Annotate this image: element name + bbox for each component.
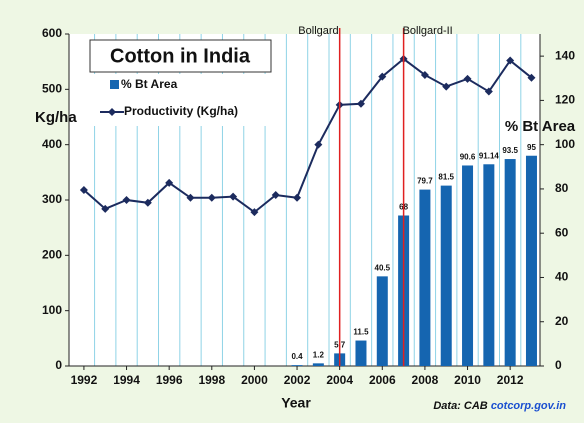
x-tick-label: 2012 [497,373,524,387]
marker [101,204,110,213]
marker [165,178,174,187]
data-label: 90.6 [460,153,476,162]
data-label: 93.5 [502,146,518,155]
bar [419,189,431,366]
x-tick-label: 2010 [454,373,481,387]
y-tick-label: 400 [42,137,62,151]
y-tick-label: 600 [42,26,62,40]
y2-axis-label: % Bt Area [505,118,576,135]
x-tick-label: 2000 [241,373,268,387]
marker [463,74,472,83]
x-tick-label: 2008 [412,373,439,387]
marker [378,72,387,81]
marker [356,99,365,108]
data-label: 0.4 [291,352,303,361]
x-tick-label: 1994 [113,373,140,387]
marker [442,82,451,91]
x-tick-label: 1998 [198,373,225,387]
x-tick-label: 2004 [326,373,353,387]
marker [122,196,131,204]
marker [314,140,323,149]
line [83,57,533,214]
y2-tick-label: 20 [555,314,569,328]
x-tick-label: 2006 [369,373,396,387]
y-tick-label: 200 [42,248,62,262]
y2-tick-label: 140 [555,48,575,62]
legend-swatch [110,80,119,89]
source: Data: CAB cotcorp.gov.in [433,400,566,412]
data-label: 1.2 [313,350,325,359]
bar [440,185,452,366]
y-axis-label: Kg/ha [35,109,77,126]
bar [291,365,303,366]
marker [186,193,195,202]
x-tick-label: 1996 [156,373,183,387]
data-label: 79.7 [417,177,433,186]
marker [506,56,515,65]
x-axis-label: Year [281,395,311,411]
x-tick-label: 2002 [284,373,311,387]
y-tick-label: 500 [42,82,62,96]
source-text: Data: CAB [433,400,487,412]
marker [527,73,536,82]
marker [207,193,216,202]
annotation: Bollgard [298,25,338,37]
y2-tick-label: 40 [555,270,569,284]
bar [355,340,367,366]
y-tick-label: 100 [42,303,62,317]
annotation: Bollgard-II [403,25,453,37]
bar [525,155,537,366]
data-label: 91.14 [479,151,500,160]
source-link: cotcorp.gov.in [491,400,566,412]
y2-tick-label: 120 [555,93,575,107]
y2-tick-label: 60 [555,225,569,239]
marker [79,186,88,195]
y-tick-label: 300 [42,192,62,206]
bar [483,164,495,366]
marker [229,192,238,201]
marker [250,208,259,217]
y2-tick-label: 80 [555,181,569,195]
bar [312,363,324,366]
legend-swatch [108,108,116,116]
marker [293,193,302,202]
y2-tick-label: 100 [555,137,575,151]
data-label: 40.5 [375,263,391,272]
y-tick-label: 0 [55,358,62,372]
legend-label: % Bt Area [121,77,178,91]
x-tick-label: 1992 [71,373,98,387]
marker [271,191,280,200]
data-label: 11.5 [353,328,369,337]
data-label: 95 [527,143,536,152]
bar [504,159,516,366]
legend-label: Productivity (Kg/ha) [124,104,238,118]
title-box [89,39,272,73]
chart-title: Cotton in India [110,45,251,67]
data-label: 81.5 [438,173,454,182]
legend-box [90,74,271,126]
marker [143,198,152,207]
bar [376,276,388,366]
marker [420,70,429,79]
y2-tick-label: 0 [555,358,562,372]
bar [462,165,474,366]
marker [484,87,493,96]
